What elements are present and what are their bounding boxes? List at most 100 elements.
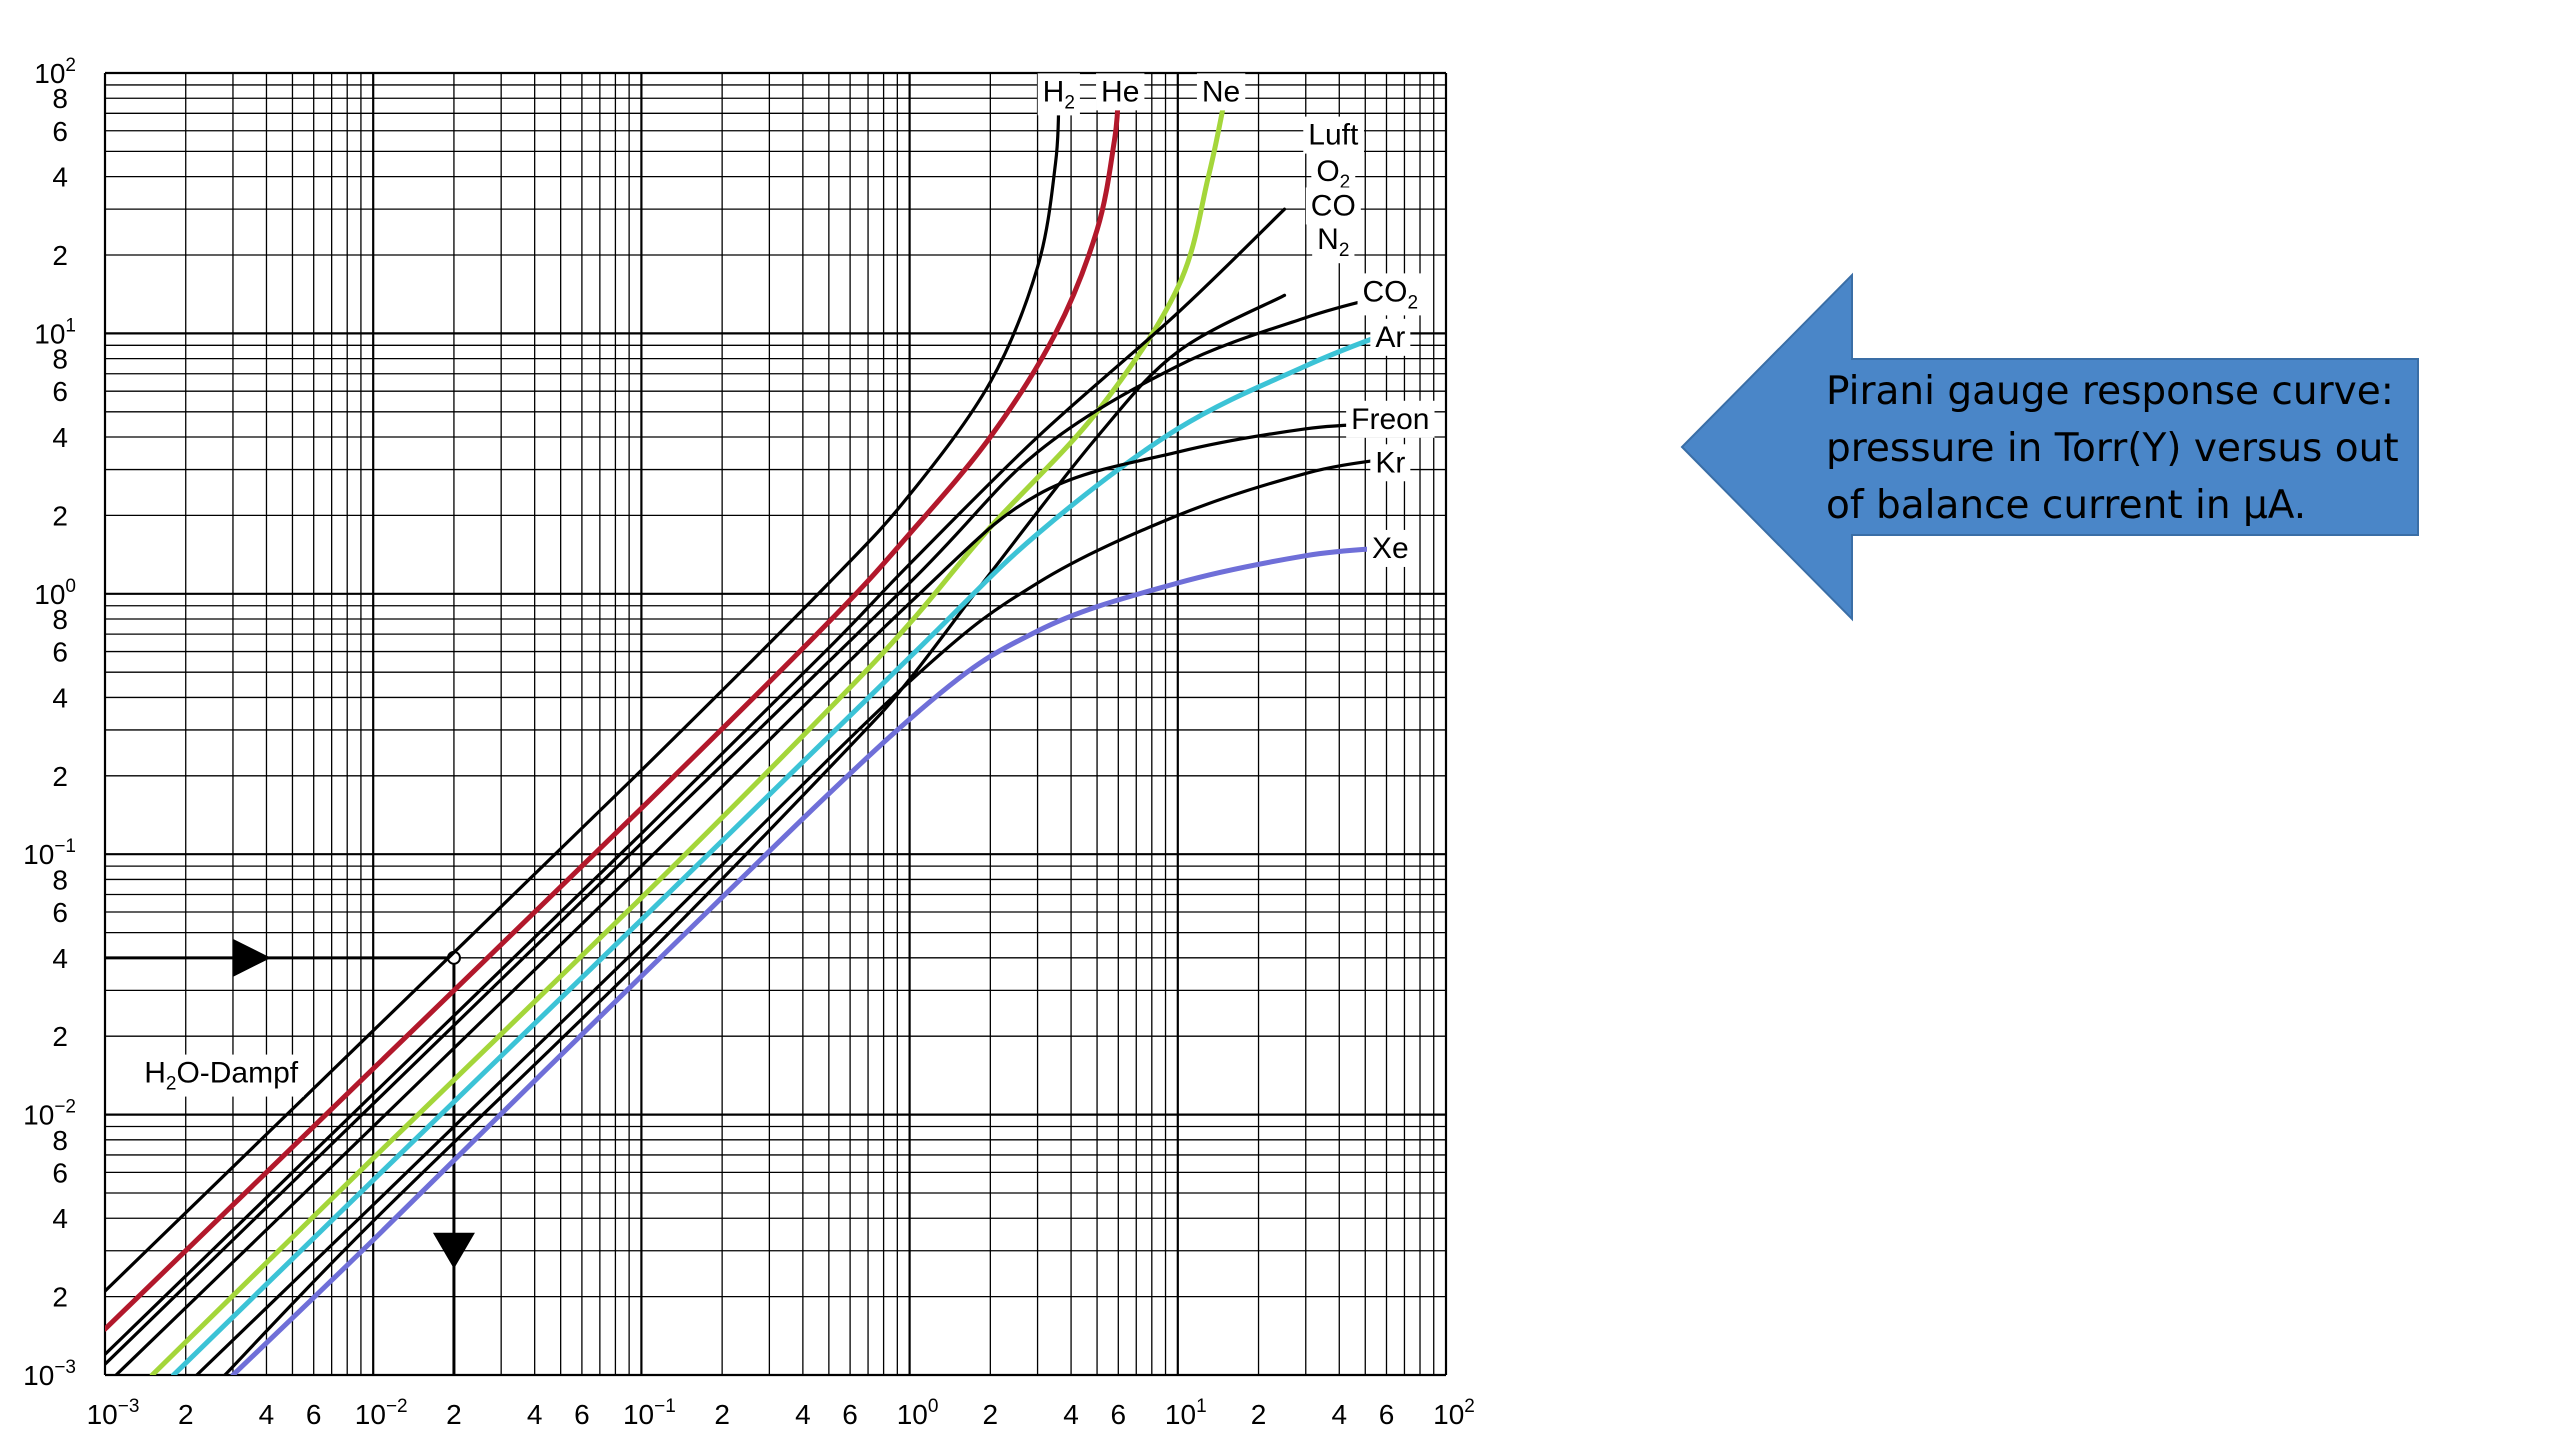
x-tick-label: 4 — [259, 1399, 275, 1430]
curve-label-bg — [1196, 73, 1246, 111]
series-line-7 — [114, 422, 1389, 1375]
x-tick-label: 6 — [574, 1399, 590, 1430]
x-tick-label: 4 — [1063, 1399, 1079, 1430]
y-tick-label: 6 — [52, 637, 68, 668]
x-tick-label: 2 — [714, 1399, 730, 1430]
x-tick-label: 2 — [1251, 1399, 1267, 1430]
curve-label-bg — [1303, 116, 1364, 154]
x-tick-label: 4 — [795, 1399, 811, 1430]
curve-label-bg — [1366, 529, 1414, 567]
curve-label-ar: Ar — [1370, 318, 1411, 356]
x-tick-label: 10−1 — [623, 1396, 676, 1430]
x-tick-label: 101 — [1165, 1396, 1207, 1430]
curve-label-bg — [1096, 73, 1145, 111]
curve-label-luft: Luft — [1303, 116, 1364, 154]
curve-label-text: CO — [1311, 189, 1356, 222]
curve-label-text: Ar — [1375, 321, 1405, 354]
callout-text: Pirani gauge response curve: pressure in… — [1826, 369, 2399, 528]
curve-label-ne: Ne — [1196, 73, 1246, 111]
curve-label-text: CO2 — [1363, 275, 1419, 313]
curve-label-he: He — [1096, 73, 1145, 111]
series-line-6 — [171, 330, 1389, 1375]
y-tick-label: 4 — [52, 162, 68, 193]
curve-label-text: N2 — [1317, 223, 1349, 261]
series-line-0 — [105, 96, 1061, 1293]
series-line-4 — [223, 293, 1287, 1375]
y-tick-label: 8 — [52, 864, 68, 895]
x-tick-label: 102 — [1433, 1396, 1475, 1430]
curve-label-text: Kr — [1375, 446, 1405, 479]
grid-lines — [103, 71, 1448, 1377]
y-tick-label: 102 — [34, 55, 76, 89]
curve-label-n2: N2 — [1312, 221, 1355, 264]
curve-label-text: Xe — [1372, 532, 1409, 565]
curve-label-xe: Xe — [1366, 529, 1414, 567]
y-tick-labels: 10286421018642100864210−1864210−2864210−… — [23, 55, 76, 1391]
curve-label-text: Luft — [1308, 119, 1359, 152]
series-line-3 — [105, 207, 1287, 1356]
curve-label-text: H2O-Dampf — [144, 1057, 299, 1095]
curve-label-text: H2 — [1043, 75, 1075, 113]
left-arrow-icon — [1680, 272, 2419, 622]
y-tick-label: 10−2 — [23, 1097, 76, 1131]
x-tick-label: 6 — [1111, 1399, 1127, 1430]
y-tick-label: 8 — [52, 1125, 68, 1156]
y-tick-label: 4 — [52, 422, 68, 453]
curve-label-co: CO — [1305, 187, 1361, 225]
x-tick-label: 6 — [1379, 1399, 1395, 1430]
curve-label-text: He — [1101, 75, 1139, 108]
curve-label-co2: CO2 — [1357, 273, 1424, 316]
y-tick-label: 8 — [52, 344, 68, 375]
y-tick-label: 100 — [34, 576, 76, 610]
series-line-2 — [149, 95, 1228, 1375]
curve-label-freon: Freon — [1346, 400, 1435, 438]
curve-label-bg — [1370, 444, 1411, 482]
down-arrow-icon — [432, 1232, 475, 1269]
x-tick-label: 4 — [527, 1399, 543, 1430]
y-tick-label: 10−1 — [23, 836, 76, 870]
series-line-9 — [230, 545, 1389, 1375]
curve-label-h2o: H2O-Dampf — [139, 1054, 304, 1097]
y-tick-label: 2 — [52, 1021, 68, 1052]
y-tick-label: 6 — [52, 897, 68, 928]
x-tick-label: 10−3 — [87, 1396, 140, 1430]
y-tick-label: 2 — [52, 500, 68, 531]
x-tick-label: 100 — [897, 1396, 939, 1430]
callout-arrow — [1680, 272, 2419, 622]
x-tick-label: 2 — [983, 1399, 999, 1430]
y-tick-label: 2 — [52, 1282, 68, 1313]
curve-label-bg — [139, 1054, 304, 1097]
x-tick-label: 2 — [446, 1399, 462, 1430]
y-tick-label: 8 — [52, 83, 68, 114]
curve-label-text: Ne — [1202, 75, 1240, 108]
x-tick-label: 10−2 — [355, 1396, 408, 1430]
series-line-8 — [195, 457, 1389, 1375]
curve-label-kr: Kr — [1370, 444, 1411, 482]
x-tick-label: 2 — [178, 1399, 194, 1430]
y-tick-label: 6 — [52, 116, 68, 147]
y-tick-label: 4 — [52, 682, 68, 713]
series-line-1 — [105, 95, 1121, 1332]
gas-curves — [105, 95, 1389, 1375]
y-tick-label: 4 — [52, 1203, 68, 1234]
x-tick-label: 4 — [1331, 1399, 1347, 1430]
y-tick-label: 6 — [52, 376, 68, 407]
y-tick-label: 2 — [52, 240, 68, 271]
curve-label-bg — [1370, 318, 1411, 356]
y-tick-label: 8 — [52, 604, 68, 635]
curve-label-h2: H2 — [1037, 73, 1080, 116]
right-arrow-icon — [232, 938, 271, 977]
curve-label-bg — [1037, 73, 1080, 116]
y-tick-label: 2 — [52, 761, 68, 792]
curve-label-bg — [1305, 187, 1361, 225]
series-line-5 — [105, 293, 1389, 1366]
y-tick-label: 6 — [52, 1157, 68, 1188]
plot-area — [105, 73, 1446, 1375]
curve-label-bg — [1346, 400, 1435, 438]
pirani-chart: 10−3 2 4 6 10−2 2 4 6 10−1 2 4 6 100 2 4 6 101 2 4 6 102 102… — [23, 55, 1475, 1430]
y-tick-label: 10−3 — [23, 1357, 76, 1391]
curve-label-text: Freon — [1351, 403, 1429, 436]
x-tick-label: 6 — [842, 1399, 858, 1430]
curve-label-bg — [1312, 221, 1355, 264]
